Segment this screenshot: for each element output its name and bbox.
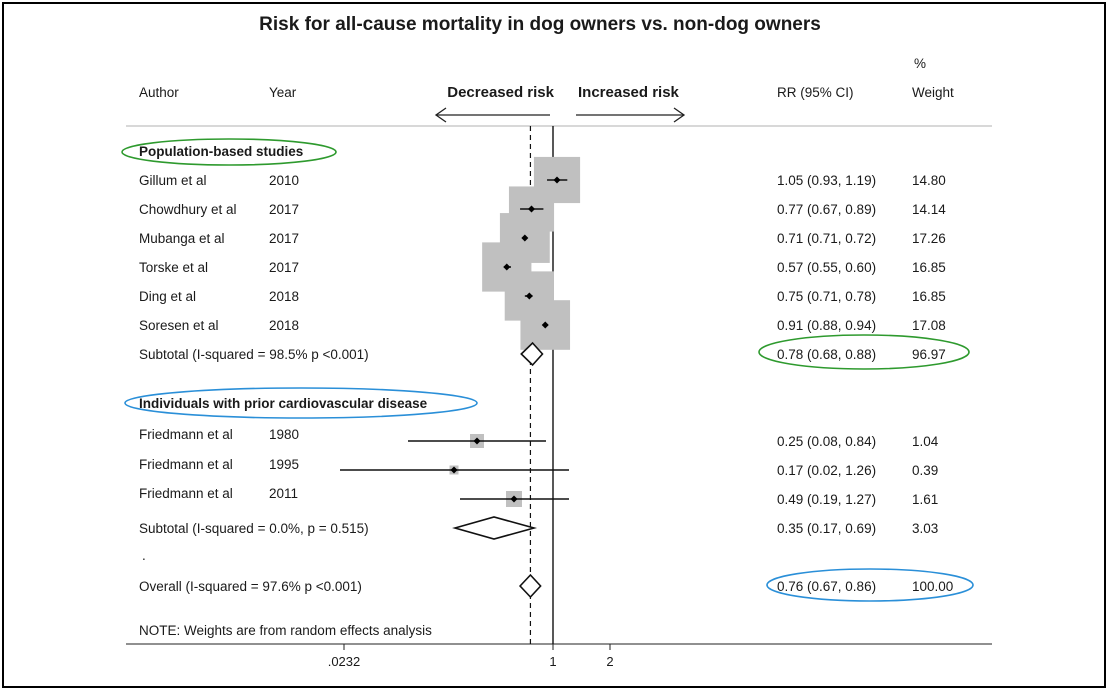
study-point [503, 263, 511, 271]
study-weight: 0.39 [912, 463, 938, 478]
study-year: 2010 [269, 173, 299, 188]
study-year: 2018 [269, 318, 299, 333]
overall-weight: 100.00 [912, 579, 953, 594]
study-rr-ci: 0.49 (0.19, 1.27) [777, 492, 876, 507]
study-author: Mubanga et al [139, 231, 225, 246]
study-rr-ci: 0.71 (0.71, 0.72) [777, 231, 876, 246]
subtotal-label-cvd: Subtotal (I-squared = 0.0%, p = 0.515) [139, 521, 369, 536]
x-tick-label: 2 [606, 654, 613, 669]
study-point [553, 176, 561, 184]
study-author: Chowdhury et al [139, 202, 237, 217]
header-author: Author [139, 85, 179, 100]
study-rr-ci: 1.05 (0.93, 1.19) [777, 173, 876, 188]
study-point [521, 234, 529, 242]
study-year: 1995 [269, 457, 299, 472]
study-author: Friedmann et al [139, 486, 233, 501]
study-point [528, 205, 536, 213]
study-author: Ding et al [139, 289, 196, 304]
subtotal-diamond-population [520, 341, 544, 367]
section-label-population: Population-based studies [139, 144, 303, 159]
header-weight-percent: % [914, 56, 926, 71]
highlight-ellipse-subtotal [758, 334, 970, 370]
study-rr-ci: 0.77 (0.67, 0.89) [777, 202, 876, 217]
study-author: Soresen et al [139, 318, 219, 333]
study-point [450, 466, 458, 474]
highlight-ellipse-population [121, 138, 337, 166]
study-year: 2011 [269, 486, 298, 501]
study-year: 2017 [269, 260, 299, 275]
study-weight: 16.85 [912, 260, 946, 275]
overall-rr: 0.76 (0.67, 0.86) [777, 579, 876, 594]
study-year: 2017 [269, 202, 299, 217]
footnote: NOTE: Weights are from random effects an… [139, 623, 432, 638]
study-year: 2017 [269, 231, 299, 246]
forest-plot: Risk for all-cause mortality in dog owne… [121, 14, 992, 669]
study-weight: 17.26 [912, 231, 946, 246]
section-label-cvd: Individuals with prior cardiovascular di… [139, 396, 428, 411]
subtotal-label-population: Subtotal (I-squared = 98.5% p <0.001) [139, 347, 369, 362]
x-tick-label: 1 [549, 654, 556, 669]
subtotal-rr-cvd: 0.35 (0.17, 0.69) [777, 521, 876, 536]
overall-label: Overall (I-squared = 97.6% p <0.001) [139, 579, 362, 594]
study-weight: 14.14 [912, 202, 946, 217]
study-weight: 16.85 [912, 289, 946, 304]
separator-mark: . [142, 548, 146, 563]
subtotal-diamond-cvd [452, 516, 538, 540]
study-point [525, 292, 533, 300]
study-rr-ci: 0.75 (0.71, 0.78) [777, 289, 876, 304]
highlight-ellipse-overall [766, 568, 974, 602]
study-weight: 1.61 [912, 492, 938, 507]
study-author: Friedmann et al [139, 427, 233, 442]
label-increased-risk: Increased risk [578, 84, 680, 101]
subtotal-rr-population: 0.78 (0.68, 0.88) [777, 347, 876, 362]
study-point [510, 495, 518, 503]
study-rr-ci: 0.91 (0.88, 0.94) [777, 318, 876, 333]
arrow-left-head [434, 107, 447, 123]
header-rr: RR (95% CI) [777, 85, 854, 100]
study-point [541, 321, 549, 329]
study-year: 2018 [269, 289, 299, 304]
study-weight: 17.08 [912, 318, 946, 333]
arrow-right-head [673, 107, 686, 123]
overall-diamond [518, 573, 542, 599]
header-year: Year [269, 85, 297, 100]
study-author: Friedmann et al [139, 457, 233, 472]
study-rr-ci: 0.17 (0.02, 1.26) [777, 463, 876, 478]
x-tick-label: .0232 [328, 654, 361, 669]
highlight-ellipse-cvd [124, 387, 478, 419]
study-year: 1980 [269, 427, 299, 442]
study-rr-ci: 0.25 (0.08, 0.84) [777, 434, 876, 449]
header-weight: Weight [912, 85, 954, 100]
study-rr-ci: 0.57 (0.55, 0.60) [777, 260, 876, 275]
subtotal-weight-cvd: 3.03 [912, 521, 938, 536]
study-point [473, 437, 481, 445]
subtotal-weight-population: 96.97 [912, 347, 946, 362]
label-decreased-risk: Decreased risk [447, 84, 554, 101]
study-weight: 14.80 [912, 173, 946, 188]
chart-title: Risk for all-cause mortality in dog owne… [259, 14, 821, 35]
study-author: Torske et al [139, 260, 208, 275]
study-author: Gillum et al [139, 173, 207, 188]
study-weight: 1.04 [912, 434, 939, 449]
